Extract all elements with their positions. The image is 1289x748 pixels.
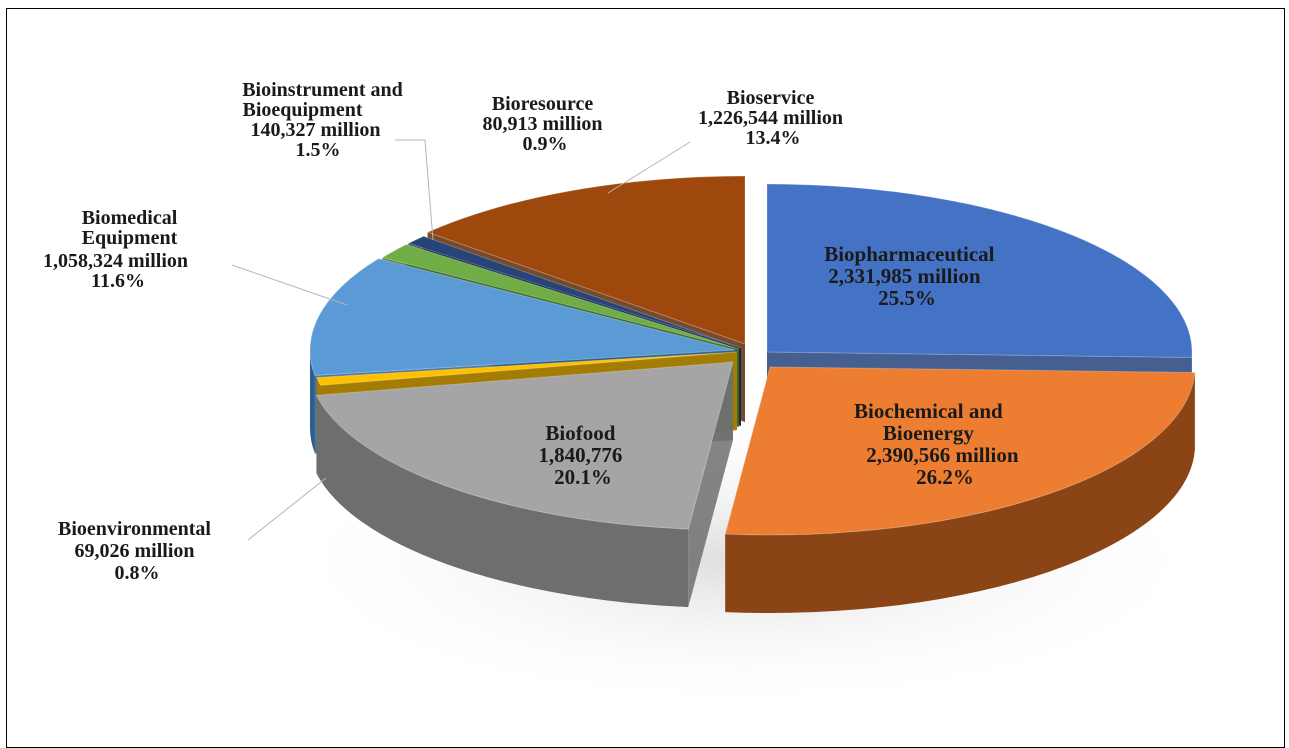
pie-tops — [310, 176, 1195, 535]
label-biomedical-line3: 1,058,324 million — [43, 250, 188, 272]
label-bioinstrument-line1: Bioinstrument and — [242, 79, 403, 101]
label-bioservice: Bioservice 1,226,544 million 13.4% — [698, 87, 848, 149]
label-bioresource-line2: 80,913 million — [482, 113, 602, 135]
label-biopharmaceutical-line3: 25.5% — [878, 286, 936, 310]
leader-bioinstrument — [395, 140, 433, 240]
label-biofood-line2: 1,840,776 — [538, 443, 622, 467]
label-biofood-line3: 20.1% — [554, 465, 612, 489]
label-biopharmaceutical-line1: Biopharmaceutical — [824, 242, 994, 266]
label-bioenvironmental-line1: Bioenvironmental — [58, 518, 211, 540]
label-bioinstrument-line3: 140,327 million — [250, 119, 380, 141]
label-biochemical-line2: Bioenergy — [883, 421, 974, 445]
label-bioenvironmental-line3: 0.8% — [115, 562, 160, 584]
label-biomedical-line4: 11.6% — [91, 270, 145, 292]
label-bioenvironmental-line2: 69,026 million — [74, 540, 194, 562]
label-bioresource-line3: 0.9% — [523, 133, 568, 155]
label-bioservice-line3: 13.4% — [746, 127, 801, 149]
leader-biomedical — [232, 265, 347, 305]
label-biochemical-line4: 26.2% — [916, 465, 974, 489]
label-bioinstrument-line4: 1.5% — [296, 139, 341, 161]
label-bioresource-line1: Bioresource — [492, 93, 594, 115]
label-bioservice-line2: 1,226,544 million — [698, 107, 843, 129]
label-biofood-line1: Biofood — [545, 421, 615, 445]
label-biomedical-line1: Biomedical — [82, 207, 178, 229]
label-bioinstrument-line2: Bioequipment — [242, 99, 362, 121]
label-biochemical-line1: Biochemical and — [854, 399, 1003, 423]
label-biochemical-line3: 2,390,566 million — [866, 443, 1019, 467]
label-bioresource: Bioresource 80,913 million 0.9% — [482, 93, 607, 155]
label-bioservice-line1: Bioservice — [727, 87, 815, 109]
label-bioenvironmental: Bioenvironmental 69,026 million 0.8% — [58, 518, 216, 584]
label-biomedical: Biomedical Equipment 1,058,324 million 1… — [43, 207, 193, 292]
label-biomedical-line2: Equipment — [82, 227, 178, 249]
label-biopharmaceutical-line2: 2,331,985 million — [828, 264, 981, 288]
label-bioinstrument: Bioinstrument and Bioequipment 140,327 m… — [242, 79, 408, 161]
